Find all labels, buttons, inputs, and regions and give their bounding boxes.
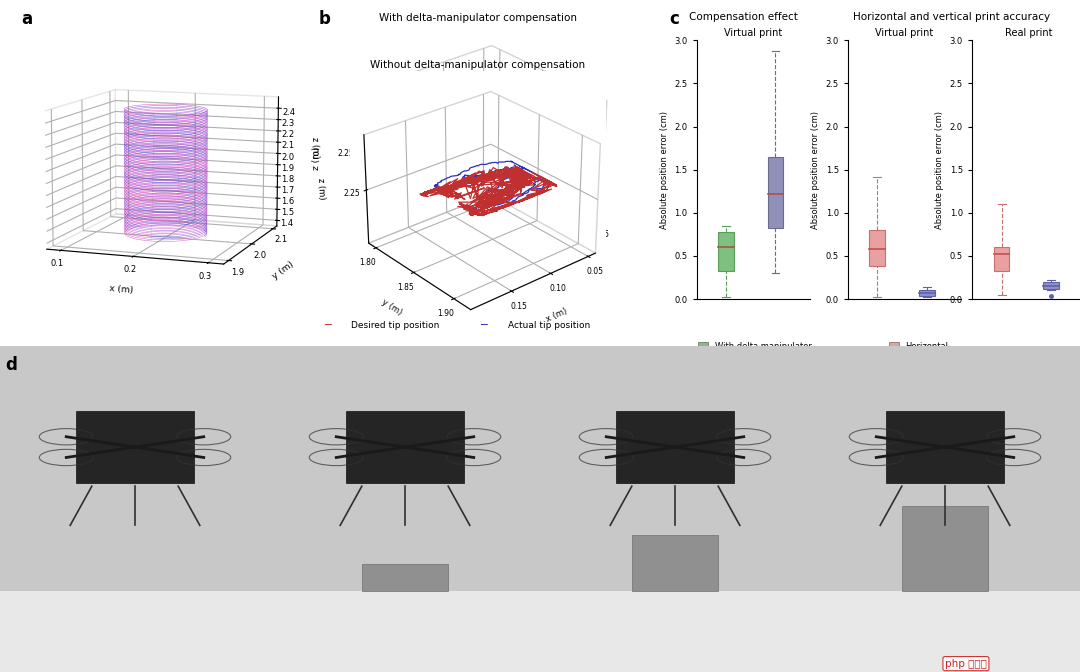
- Title: With delta-manipulator compensation: With delta-manipulator compensation: [379, 13, 577, 23]
- Bar: [994, 247, 1010, 271]
- Text: Desired tip position: Desired tip position: [351, 321, 440, 330]
- Text: Actual tip position: Actual tip position: [508, 321, 590, 330]
- Bar: [768, 157, 783, 228]
- Title: Virtual print: Virtual print: [725, 28, 782, 38]
- Title: Real print: Real print: [1005, 28, 1052, 38]
- Bar: [886, 411, 1004, 483]
- Bar: [718, 232, 734, 271]
- Bar: [902, 506, 988, 591]
- Text: ─: ─: [481, 319, 487, 329]
- Bar: [1043, 282, 1058, 289]
- Y-axis label: y (m): y (m): [380, 298, 404, 317]
- X-axis label: x (m): x (m): [108, 284, 133, 295]
- Bar: [919, 290, 934, 296]
- Bar: [0, 591, 1080, 672]
- Bar: [76, 411, 194, 483]
- Text: ─: ─: [324, 319, 330, 329]
- Text: a: a: [22, 10, 32, 28]
- Text: d: d: [5, 356, 17, 374]
- Bar: [616, 411, 734, 483]
- Bar: [346, 411, 464, 483]
- X-axis label: x (m): x (m): [549, 271, 572, 288]
- Bar: [632, 535, 718, 591]
- Title: Without delta-manipulator compensation: Without delta-manipulator compensation: [370, 60, 585, 70]
- Legend: With delta manipulator, Without delta manipulator: With delta manipulator, Without delta ma…: [696, 339, 829, 368]
- X-axis label: x (m): x (m): [545, 306, 569, 324]
- Title: Virtual print: Virtual print: [876, 28, 933, 38]
- Y-axis label: y (m): y (m): [271, 260, 296, 282]
- Text: Horizontal and vertical print accuracy: Horizontal and vertical print accuracy: [853, 12, 1051, 22]
- Y-axis label: y (m): y (m): [377, 261, 401, 281]
- Y-axis label: Absolute position error (cm): Absolute position error (cm): [935, 111, 944, 228]
- Text: c: c: [670, 10, 679, 28]
- Bar: [362, 564, 448, 591]
- Y-axis label: Absolute position error (cm): Absolute position error (cm): [660, 111, 669, 228]
- Text: Compensation effect: Compensation effect: [689, 12, 798, 22]
- Legend: Horizontal, Vertical: Horizontal, Vertical: [886, 339, 951, 368]
- Text: php 中文网: php 中文网: [945, 659, 987, 669]
- Y-axis label: Absolute position error (cm): Absolute position error (cm): [811, 111, 820, 228]
- Bar: [869, 230, 886, 266]
- Text: b: b: [319, 10, 330, 28]
